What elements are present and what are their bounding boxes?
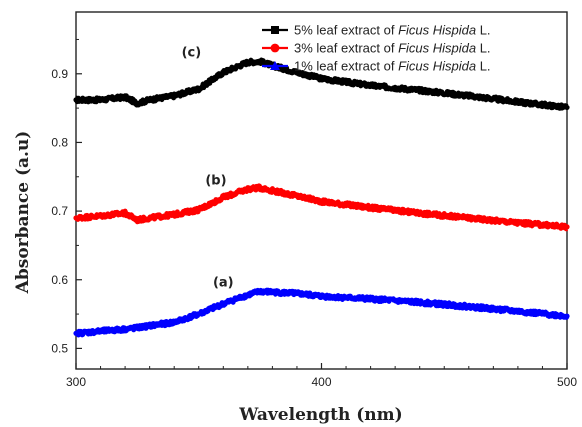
square-marker-icon bbox=[271, 26, 279, 34]
data-point bbox=[171, 93, 177, 99]
y-axis-title: Absorbance (a.u) bbox=[13, 131, 33, 295]
legend-label-part: 5% leaf extract of bbox=[294, 23, 398, 38]
legend-label-part: 3% leaf extract of bbox=[294, 41, 398, 56]
data-point bbox=[269, 289, 275, 295]
data-point bbox=[257, 288, 263, 295]
data-point bbox=[318, 75, 325, 82]
data-point bbox=[73, 97, 79, 103]
data-point bbox=[368, 82, 374, 89]
y-tick-label: 0.7 bbox=[51, 204, 68, 218]
legend-item: 3% leaf extract of Ficus Hispida L. bbox=[262, 41, 491, 56]
data-point bbox=[417, 210, 423, 216]
data-point bbox=[294, 290, 300, 297]
data-point bbox=[147, 97, 153, 103]
curve-labels: (c) (b) (a) bbox=[182, 46, 234, 291]
data-point bbox=[466, 93, 472, 99]
data-point bbox=[515, 99, 521, 105]
data-point bbox=[171, 319, 177, 325]
data-point bbox=[220, 301, 226, 307]
data-point bbox=[134, 325, 140, 331]
data-point bbox=[134, 100, 140, 106]
y-tick-label: 0.9 bbox=[51, 67, 68, 81]
data-point bbox=[73, 215, 79, 221]
legend-label: 5% leaf extract of Ficus Hispida L. bbox=[294, 23, 491, 38]
data-point bbox=[134, 217, 140, 223]
data-point bbox=[245, 292, 251, 298]
series-points bbox=[73, 288, 570, 336]
data-point bbox=[97, 213, 104, 219]
series-line bbox=[73, 183, 569, 232]
data-point bbox=[97, 97, 104, 103]
data-point bbox=[220, 69, 226, 76]
curve-label: (a) bbox=[213, 276, 234, 291]
legend-item: 1% leaf extract of Ficus Hispida L. bbox=[262, 59, 491, 74]
circle-marker-icon bbox=[270, 43, 280, 53]
triangle-marker-icon bbox=[270, 61, 280, 70]
legend: 5% leaf extract of Ficus Hispida L.3% le… bbox=[262, 23, 491, 74]
data-point bbox=[294, 69, 300, 76]
data-point bbox=[294, 193, 300, 199]
series-points bbox=[73, 58, 570, 111]
data-point bbox=[368, 296, 374, 302]
legend-label-part: Ficus Hispida bbox=[398, 23, 476, 38]
x-tick-label: 500 bbox=[557, 375, 577, 389]
data-point bbox=[196, 207, 202, 213]
ticks-layer: 300 400 500 0.5 0.6 0.7 0.8 0.9 bbox=[51, 38, 577, 389]
curve-label: (b) bbox=[205, 173, 226, 188]
data-point bbox=[245, 59, 251, 65]
series-layer bbox=[73, 57, 570, 338]
x-tick-label: 400 bbox=[311, 375, 331, 389]
data-point bbox=[196, 311, 202, 317]
data-point bbox=[564, 224, 570, 230]
data-point bbox=[466, 303, 472, 310]
legend-label-part: 1% leaf extract of bbox=[294, 59, 398, 74]
legend-label-part: Ficus Hispida bbox=[398, 41, 476, 56]
data-point bbox=[466, 215, 472, 221]
data-point bbox=[515, 308, 521, 314]
legend-label-part: Ficus Hispida bbox=[398, 59, 476, 74]
data-point bbox=[97, 328, 104, 334]
data-point bbox=[368, 205, 374, 211]
data-point bbox=[564, 313, 570, 319]
legend-label-part: L. bbox=[476, 41, 490, 56]
data-point bbox=[257, 185, 263, 191]
data-point bbox=[196, 86, 202, 92]
data-point bbox=[417, 299, 423, 306]
data-point bbox=[257, 58, 263, 65]
data-point bbox=[417, 87, 423, 93]
data-point bbox=[73, 330, 79, 336]
x-axis-title: Wavelength (nm) bbox=[238, 405, 402, 425]
data-point bbox=[515, 220, 521, 226]
series-points bbox=[73, 185, 570, 230]
y-tick-label: 0.5 bbox=[51, 341, 68, 355]
y-tick-label: 0.8 bbox=[51, 135, 68, 149]
legend-item: 5% leaf extract of Ficus Hispida L. bbox=[262, 23, 491, 38]
legend-label-part: L. bbox=[476, 23, 490, 38]
legend-label-part: L. bbox=[476, 59, 490, 74]
data-point bbox=[122, 326, 128, 332]
curve-label: (c) bbox=[182, 46, 202, 61]
legend-label: 3% leaf extract of Ficus Hispida L. bbox=[294, 41, 491, 56]
y-tick-label: 0.6 bbox=[51, 273, 68, 287]
data-point bbox=[318, 293, 325, 299]
data-point bbox=[122, 94, 128, 100]
data-point bbox=[122, 210, 128, 216]
data-point bbox=[269, 187, 275, 194]
x-tick-label: 300 bbox=[66, 375, 86, 389]
data-point bbox=[147, 215, 153, 221]
data-point bbox=[318, 198, 325, 205]
legend-label: 1% leaf extract of Ficus Hispida L. bbox=[294, 59, 491, 74]
data-point bbox=[220, 194, 226, 200]
data-point bbox=[245, 186, 251, 192]
data-point bbox=[171, 211, 177, 218]
data-point bbox=[147, 323, 153, 329]
data-point bbox=[564, 104, 570, 111]
